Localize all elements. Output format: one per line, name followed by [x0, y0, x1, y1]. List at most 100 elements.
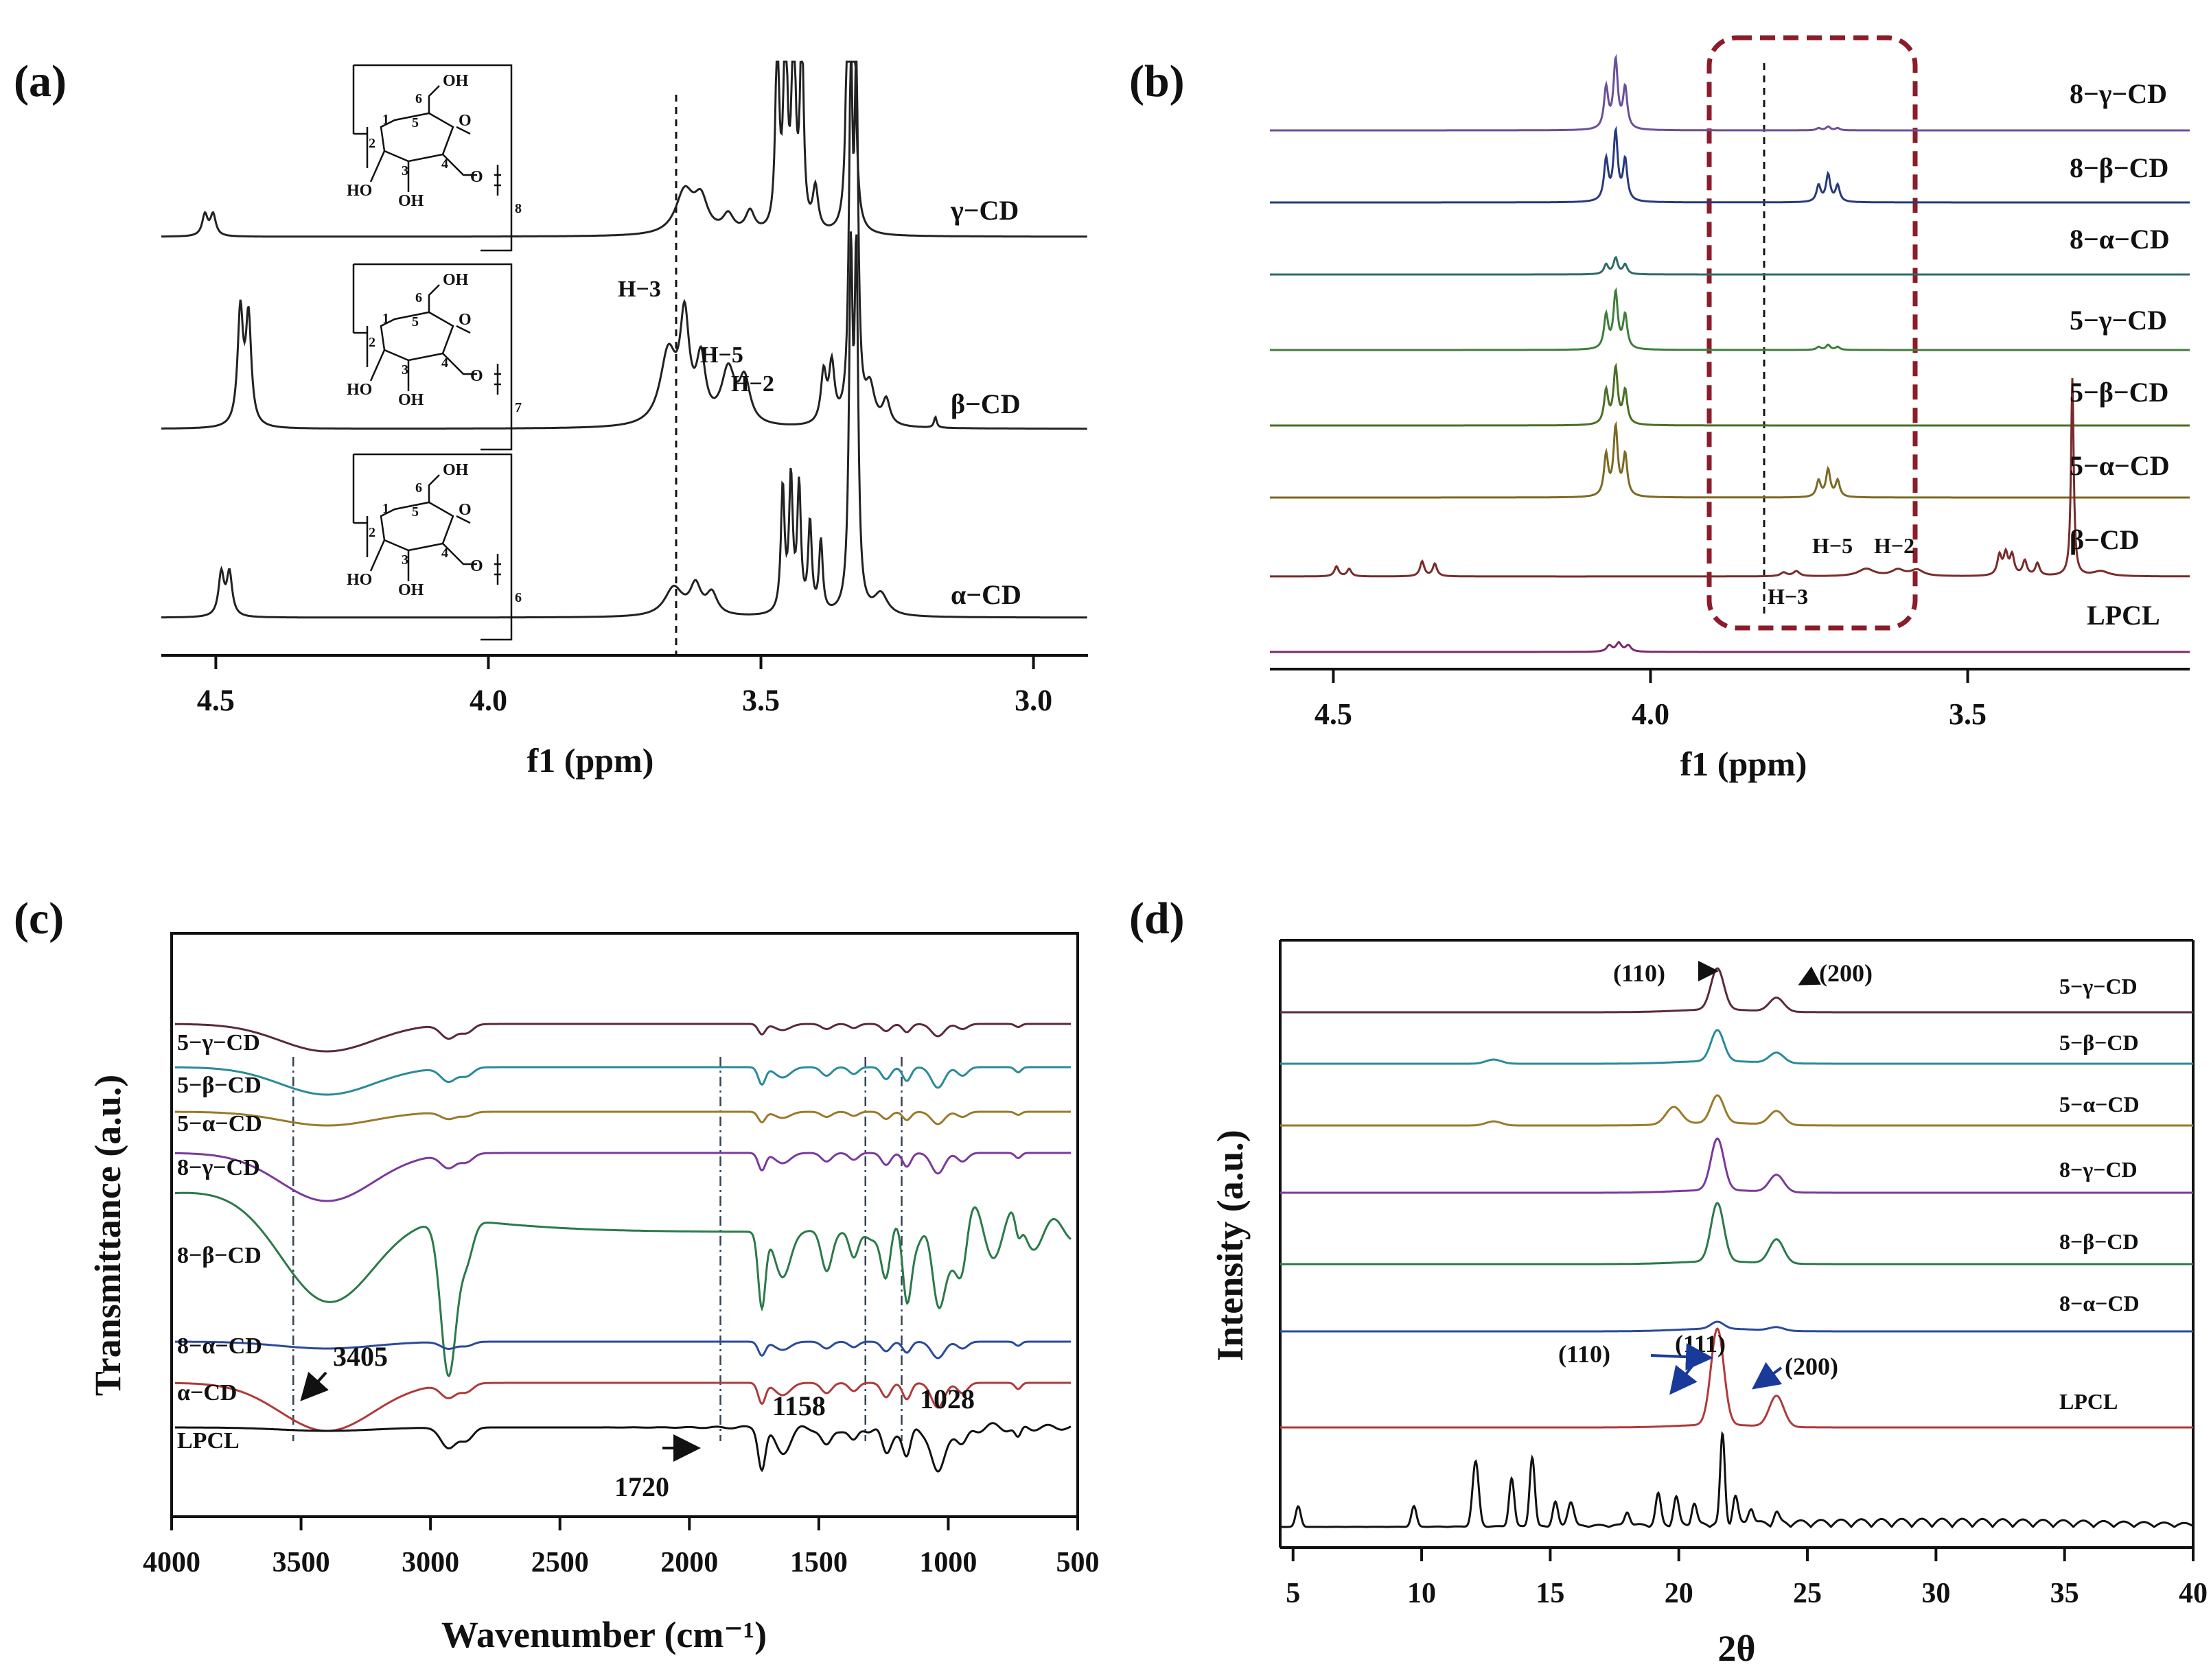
panel-d-trace-6 [1280, 1327, 2193, 1429]
panel-d-200-label: (200) [1819, 959, 1873, 987]
panel-d-frame [1280, 937, 2190, 1680]
panel-d-trace-5 [1280, 1320, 2193, 1333]
panel-c-trace-4 [174, 1191, 1072, 1378]
structure-n: 7 [515, 400, 522, 415]
structure-c1: 1 [382, 112, 389, 127]
panel-c-trace-label: 5−α−CD [177, 1111, 262, 1136]
panel-c-tick-label: 2000 [660, 1547, 718, 1578]
panel-a-structures: OH65123O4HOOHO8OH65123O4HOOHO7OH65123O4H… [347, 64, 522, 641]
panel-a-xlabel: f1 (ppm) [527, 741, 654, 780]
panel-c-tick-label: 1000 [919, 1547, 977, 1578]
panel-b-highlight-box [1706, 35, 1918, 631]
panel-b-letter: (b) [1129, 56, 1185, 106]
panel-d-trace-label: 8−α−CD [2059, 1291, 2140, 1316]
panel-d-labels: 5−γ−CD 5−β−CD 5−α−CD 8−γ−CD 8−β−CD 8−α−CD LPCL [2059, 974, 2140, 1414]
panel-a-structure: OH 6 5 12 3 O 4 HO OH O 6 [347, 453, 522, 641]
panel-d-trace-label: 5−γ−CD [2059, 974, 2138, 999]
panel-b-trace-label: β−CD [2070, 524, 2140, 555]
structure-o: O [470, 168, 483, 186]
panel-c-frame [170, 932, 1079, 1518]
panel-c-ticks: 4000 3500 3000 2500 2000 1500 1000 500 [143, 1517, 1100, 1578]
panel-b-trace-label: 5−β−CD [2070, 377, 2168, 408]
panel-d-trace-7 [1280, 1431, 2194, 1529]
panel-b-labels: 8−γ−CD 8−β−CD 8−α−CD 5−γ−CD 5−β−CD 5−α−CD β−CD… [2070, 78, 2170, 631]
panel-d-tick-label: 15 [1536, 1578, 1564, 1609]
panel-a-trace-label: γ−CD [950, 195, 1019, 226]
panel-c-ftir-chart: (c) 4000 3500 3000 2500 2000 1500 1000 500 Wave… [14, 894, 1100, 1655]
structure-oh: OH [443, 72, 469, 90]
panel-c-3405-label: 3405 [333, 1341, 388, 1372]
panel-d-trace-label: 8−β−CD [2059, 1229, 2139, 1254]
panel-d-tick-label: 30 [1921, 1578, 1950, 1609]
panel-d-trace-label: 5−α−CD [2059, 1092, 2140, 1117]
panel-b-trace-label: LPCL [2087, 600, 2160, 631]
structure-c6: 6 [415, 480, 422, 495]
panel-a-trace-2 [161, 231, 1087, 619]
panel-d-ticks: 5 10 15 20 25 30 35 40 [1286, 1548, 2208, 1609]
panel-d-trace-1 [1280, 1029, 2193, 1065]
panel-a-tick-label: 3.0 [1015, 684, 1052, 717]
structure-oh: OH [443, 271, 469, 289]
panel-c-trace-3 [174, 1152, 1071, 1202]
panel-c-trace-7 [175, 1422, 1072, 1473]
structure-c5: 5 [412, 314, 419, 329]
panel-d-xrd-chart: (d) 5 10 15 20 25 30 35 40 2θ Intensity (a.u.) … [1129, 894, 2208, 1680]
panel-d-tick-label: 40 [2179, 1578, 2208, 1609]
panel-c-trace-label: 8−γ−CD [177, 1155, 260, 1180]
structure-c6: 6 [415, 290, 422, 305]
panel-a-trace-0 [161, 60, 1087, 238]
panel-d-trace-4 [1280, 1202, 2193, 1265]
panel-c-tick-label: 3500 [273, 1547, 330, 1578]
structure-oh: OH [398, 581, 424, 599]
panel-d-trace-label: 8−γ−CD [2059, 1157, 2138, 1182]
panel-a-trace-1 [161, 60, 1087, 430]
panel-c-tick-label: 4000 [143, 1547, 200, 1578]
panel-c-tick-label: 2500 [531, 1547, 589, 1578]
panel-d-200b-arrow [1752, 1362, 1783, 1390]
panel-d-111-label: (111) [1675, 1330, 1726, 1357]
panel-a-structure: OH 6 5 12 3 O 4 HO OH O 7 [347, 263, 522, 451]
panel-b-traces [1270, 54, 2190, 653]
panel-d-trace-0 [1280, 967, 2193, 1014]
panel-d-trace-2 [1280, 1094, 2193, 1127]
panel-d-letter: (d) [1129, 894, 1185, 944]
panel-a-trace-label: α−CD [951, 579, 1021, 610]
panel-c-traces [174, 1023, 1072, 1473]
panel-c-tick-label: 1500 [790, 1547, 848, 1578]
panel-b-h3-label: H−3 [1768, 584, 1808, 609]
panel-d-tick-label: 5 [1286, 1578, 1300, 1609]
panel-b-trace-label: 5−α−CD [2070, 450, 2170, 481]
panel-c-ylabel: Transmittance (a.u.) [87, 1075, 128, 1396]
panel-a-trace-label: β−CD [951, 388, 1021, 419]
panel-d-200b-label: (200) [1785, 1353, 1838, 1380]
panel-d-110b-label: (110) [1558, 1340, 1610, 1368]
panel-a-h2-label: H−2 [731, 371, 774, 397]
panel-d-tick-label: 35 [2050, 1578, 2079, 1609]
panel-b-tick-label: 3.5 [1949, 697, 1987, 731]
structure-c3: 3 [402, 362, 408, 377]
structure-c2: 2 [369, 136, 375, 151]
structure-c5: 5 [412, 115, 419, 130]
structure-n: 8 [515, 201, 522, 216]
structure-o: O [459, 112, 472, 130]
structure-oh: OH [443, 461, 469, 479]
structure-ho: HO [347, 571, 372, 589]
panel-b-ticks: 4.5 4.0 3.5 [1315, 669, 1987, 731]
panel-d-trace-label: LPCL [2059, 1389, 2118, 1414]
panel-a-ticks: 4.5 4.0 3.5 3.0 [197, 655, 1052, 717]
structure-c3: 3 [402, 552, 408, 568]
panel-c-trace-label: 5−γ−CD [177, 1030, 260, 1055]
panel-c-trace-1 [175, 1066, 1071, 1096]
panel-b-trace-label: 5−γ−CD [2070, 305, 2167, 336]
panel-c-3405-arrow [300, 1371, 329, 1401]
structure-o: O [459, 501, 472, 519]
panel-d-110b-arrow [1650, 1343, 1713, 1371]
panel-c-labels: 5−γ−CD 5−β−CD 5−α−CD 8−γ−CD 8−β−CD 8−α−CD α−CD… [177, 1030, 262, 1454]
panel-b-h2-label: H−2 [1874, 533, 1914, 558]
structure-c4: 4 [441, 156, 448, 172]
panel-d-110-label: (110) [1613, 959, 1665, 987]
structure-n: 6 [515, 590, 522, 605]
panel-c-trace-label: α−CD [177, 1380, 237, 1405]
structure-c6: 6 [415, 91, 422, 106]
panel-c-1720-label: 1720 [614, 1471, 669, 1502]
